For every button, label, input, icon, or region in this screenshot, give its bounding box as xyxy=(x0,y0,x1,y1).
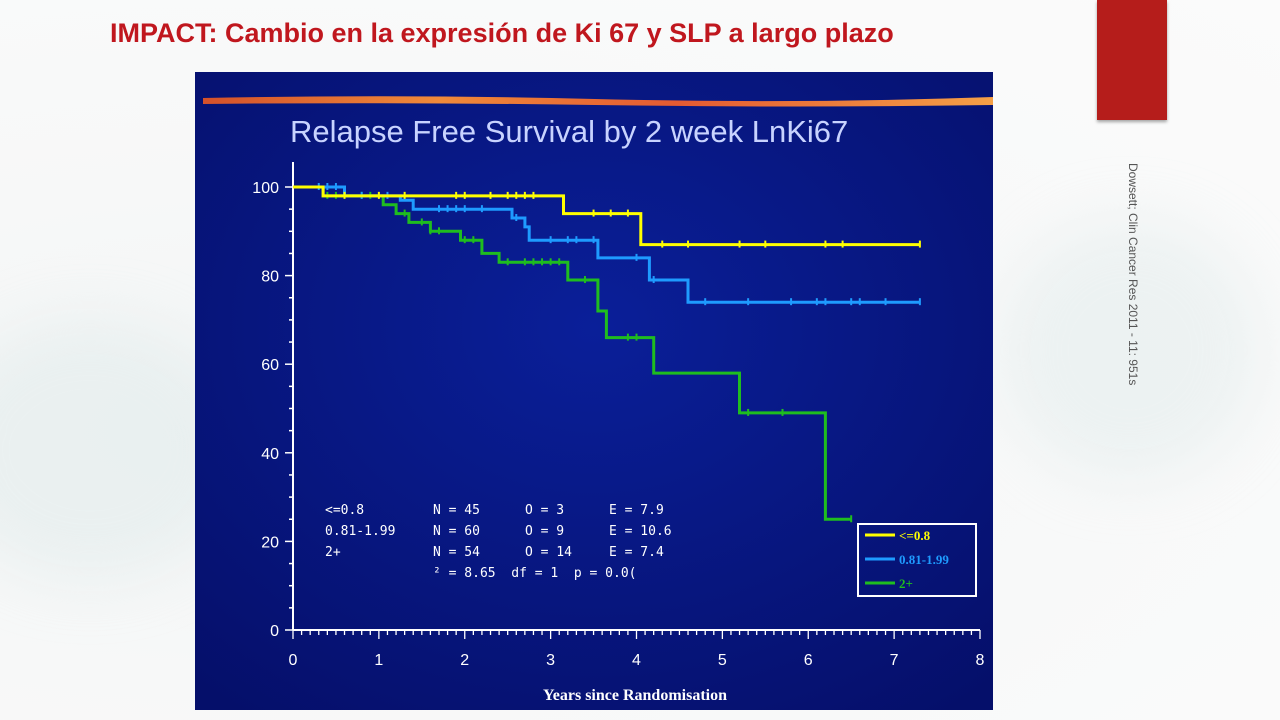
series-line-2+ xyxy=(293,185,852,521)
y-tick-label: 20 xyxy=(261,534,279,551)
y-tick-label: 40 xyxy=(261,446,279,463)
chart-background xyxy=(195,72,993,710)
stats-o-3: O = 14 xyxy=(525,545,572,560)
stats-group-3: 2+ xyxy=(325,545,341,560)
y-tick-label: 80 xyxy=(261,269,279,286)
legend-box xyxy=(857,523,977,597)
stats-table: <=0.8 N = 45 O = 3 E = 7.9 0.81-1.99 N =… xyxy=(325,503,672,581)
y-tick-label: 60 xyxy=(261,357,279,374)
decorative-stripe xyxy=(203,96,993,107)
y-tick-label: 0 xyxy=(270,623,279,640)
stats-e-1: E = 7.9 xyxy=(609,503,664,518)
x-axis-label: Years since Randomisation xyxy=(543,687,727,704)
x-tick-label: 3 xyxy=(546,652,555,669)
x-tick-label: 7 xyxy=(890,652,899,669)
citation: Dowsett; Clin Cancer Res 2011 - 11: 951s xyxy=(1126,163,1140,386)
survival-chart: Relapse Free Survival by 2 week LnKi67 0… xyxy=(195,72,993,710)
chart-panel: Relapse Free Survival by 2 week LnKi67 0… xyxy=(195,72,993,710)
x-tick-label: 5 xyxy=(718,652,727,669)
series-layer xyxy=(293,183,921,523)
stats-n-3: N = 54 xyxy=(433,545,480,560)
legend: <=0.8 0.81-1.99 2+ xyxy=(857,523,977,597)
stats-o-1: O = 3 xyxy=(525,503,564,518)
background-blob xyxy=(1000,220,1260,480)
axes: 0 20 40 60 80 100 0 1 2 3 4 5 6 7 8 xyxy=(252,162,985,669)
x-tick-label: 6 xyxy=(804,652,813,669)
legend-label: 2+ xyxy=(899,576,913,591)
stats-group-1: <=0.8 xyxy=(325,503,364,518)
x-tick-label: 1 xyxy=(374,652,383,669)
stats-e-2: E = 10.6 xyxy=(609,524,672,539)
series-line-<=0.8 xyxy=(293,185,920,247)
x-tick-label: 0 xyxy=(289,652,298,669)
accent-bar xyxy=(1097,0,1167,120)
stats-o-2: O = 9 xyxy=(525,524,564,539)
stats-n-1: N = 45 xyxy=(433,503,480,518)
stats-n-2: N = 60 xyxy=(433,524,480,539)
x-tick-label: 2 xyxy=(460,652,469,669)
x-tick-label: 4 xyxy=(632,652,641,669)
stats-group-2: 0.81-1.99 xyxy=(325,524,395,539)
x-tick-label: 8 xyxy=(976,652,985,669)
chart-title: Relapse Free Survival by 2 week LnKi67 xyxy=(290,114,848,149)
legend-label: <=0.8 xyxy=(899,528,931,543)
stats-e-3: E = 7.4 xyxy=(609,545,664,560)
y-tick-label: 100 xyxy=(252,180,279,197)
legend-label: 0.81-1.99 xyxy=(899,552,949,567)
slide-title: IMPACT: Cambio en la expresión de Ki 67 … xyxy=(110,18,894,48)
stats-test: ² = 8.65 df = 1 p = 0.0( xyxy=(433,566,637,581)
